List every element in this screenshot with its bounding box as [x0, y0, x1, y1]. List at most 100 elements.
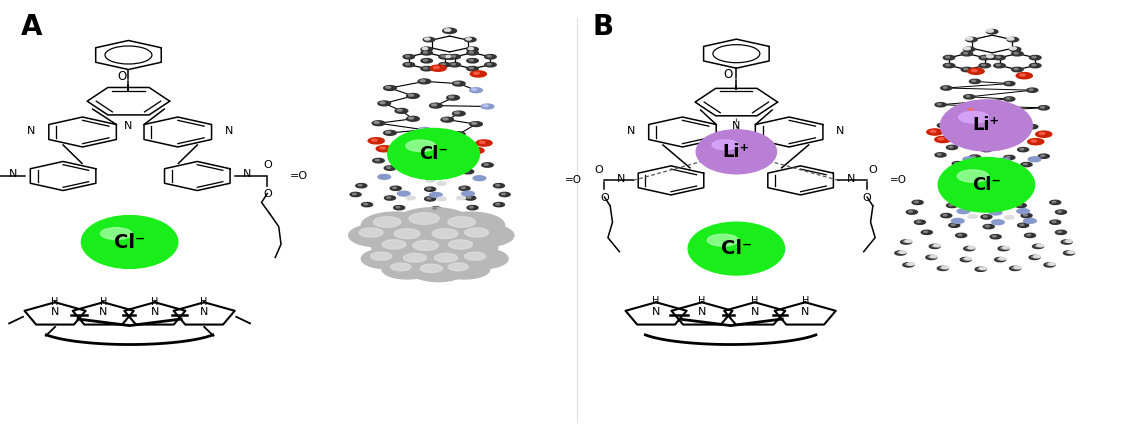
- Text: H: H: [653, 296, 660, 306]
- Circle shape: [1004, 81, 1015, 86]
- Circle shape: [1037, 244, 1044, 247]
- Circle shape: [448, 55, 460, 59]
- Circle shape: [1068, 251, 1075, 253]
- Circle shape: [376, 146, 392, 152]
- Circle shape: [467, 156, 471, 158]
- Circle shape: [998, 120, 1009, 125]
- Circle shape: [1039, 132, 1045, 135]
- Circle shape: [993, 55, 1005, 60]
- Circle shape: [903, 263, 914, 267]
- Circle shape: [1066, 252, 1070, 253]
- Circle shape: [969, 155, 981, 159]
- Circle shape: [968, 68, 984, 74]
- Text: O: O: [594, 165, 603, 175]
- Circle shape: [421, 224, 485, 249]
- Text: N: N: [836, 126, 844, 136]
- Circle shape: [1017, 223, 1029, 227]
- Circle shape: [961, 51, 973, 56]
- Circle shape: [935, 136, 951, 143]
- Circle shape: [380, 102, 385, 104]
- Circle shape: [431, 104, 437, 106]
- Ellipse shape: [406, 140, 436, 151]
- Ellipse shape: [388, 128, 479, 180]
- Circle shape: [1009, 38, 1014, 40]
- Text: N: N: [651, 307, 661, 317]
- Circle shape: [470, 121, 483, 127]
- Circle shape: [1029, 89, 1033, 91]
- Circle shape: [1005, 216, 1014, 219]
- Circle shape: [1033, 255, 1040, 258]
- Circle shape: [1052, 201, 1056, 203]
- Circle shape: [390, 153, 401, 157]
- Circle shape: [483, 105, 489, 107]
- Circle shape: [462, 169, 474, 174]
- Circle shape: [471, 122, 477, 125]
- Circle shape: [930, 255, 937, 258]
- Text: B: B: [593, 13, 614, 41]
- Circle shape: [957, 209, 970, 213]
- Circle shape: [1050, 200, 1061, 205]
- Circle shape: [467, 47, 478, 51]
- Ellipse shape: [958, 170, 989, 182]
- Circle shape: [469, 48, 474, 50]
- Text: N: N: [697, 307, 707, 317]
- Circle shape: [1028, 157, 1041, 162]
- Circle shape: [945, 117, 959, 122]
- Text: H: H: [699, 296, 705, 306]
- Circle shape: [432, 168, 437, 170]
- Circle shape: [907, 263, 914, 265]
- Circle shape: [980, 63, 991, 68]
- Circle shape: [1012, 51, 1023, 56]
- Circle shape: [926, 255, 937, 260]
- Text: O: O: [263, 189, 272, 199]
- Circle shape: [468, 48, 474, 50]
- Circle shape: [1009, 112, 1021, 117]
- Circle shape: [420, 128, 426, 130]
- Circle shape: [937, 266, 949, 271]
- Circle shape: [467, 66, 478, 71]
- Circle shape: [992, 235, 997, 237]
- Text: N: N: [124, 121, 133, 132]
- Circle shape: [946, 56, 950, 58]
- Text: =O: =O: [564, 175, 582, 185]
- Circle shape: [1020, 224, 1024, 226]
- Text: N: N: [200, 307, 209, 317]
- Circle shape: [454, 224, 514, 247]
- Circle shape: [900, 240, 912, 244]
- Text: H: H: [52, 297, 58, 307]
- Circle shape: [372, 139, 377, 141]
- Circle shape: [1032, 56, 1036, 58]
- Circle shape: [461, 187, 466, 189]
- Circle shape: [994, 257, 1006, 262]
- Circle shape: [1020, 148, 1024, 150]
- Circle shape: [501, 193, 506, 195]
- Circle shape: [359, 228, 383, 237]
- Circle shape: [985, 225, 990, 227]
- Circle shape: [954, 162, 959, 164]
- Text: H: H: [100, 297, 107, 307]
- Circle shape: [374, 121, 380, 124]
- Circle shape: [421, 66, 432, 71]
- Circle shape: [496, 203, 500, 205]
- Circle shape: [469, 206, 474, 208]
- Circle shape: [437, 197, 446, 201]
- Circle shape: [452, 55, 455, 57]
- Circle shape: [1066, 240, 1072, 242]
- Circle shape: [462, 191, 475, 196]
- Circle shape: [439, 62, 451, 67]
- Circle shape: [1023, 163, 1028, 165]
- Text: H: H: [201, 297, 208, 307]
- Circle shape: [448, 62, 460, 67]
- Circle shape: [977, 268, 982, 270]
- Circle shape: [1063, 241, 1068, 242]
- Text: N: N: [99, 307, 108, 317]
- Circle shape: [989, 164, 993, 166]
- Circle shape: [430, 193, 443, 197]
- Circle shape: [450, 162, 454, 164]
- Circle shape: [942, 266, 949, 269]
- Circle shape: [980, 267, 986, 270]
- Circle shape: [997, 258, 1001, 260]
- Circle shape: [923, 231, 928, 233]
- Circle shape: [934, 244, 941, 247]
- Circle shape: [1040, 155, 1045, 157]
